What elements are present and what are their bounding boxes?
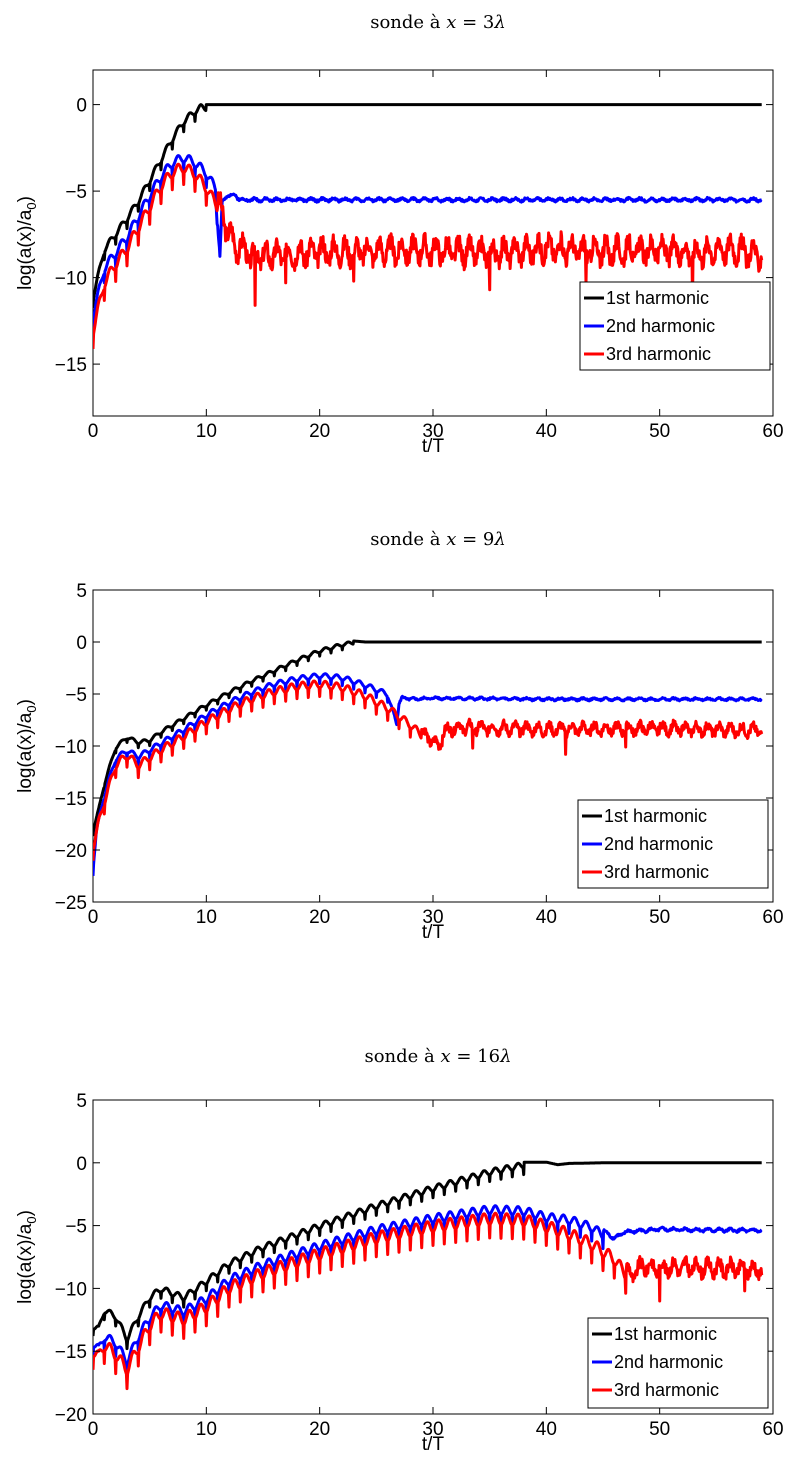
x-tick-label: 50	[649, 421, 670, 442]
legend-entry: 1st harmonic	[614, 1324, 717, 1344]
x-axis-label: t/T	[422, 1434, 445, 1455]
series-line-1st-harmonic	[93, 103, 763, 309]
x-tick-label: 50	[649, 907, 670, 928]
x-tick-label: 60	[762, 907, 783, 928]
x-tick-label: 20	[309, 907, 330, 928]
x-tick-label: 0	[88, 907, 99, 928]
y-tick-label: −10	[55, 269, 87, 290]
x-tick-label: 10	[196, 907, 217, 928]
x-tick-label: 40	[536, 421, 557, 442]
legend-box	[579, 281, 771, 371]
y-tick-label: −10	[55, 737, 87, 758]
x-tick-label: 10	[196, 1419, 217, 1440]
legend: 1st harmonic 2nd harmonic 3rd harmonic	[577, 799, 769, 889]
series-line-1st-harmonic	[93, 1160, 763, 1351]
x-tick-label: 0	[88, 1419, 99, 1440]
legend: 1st harmonic 2nd harmonic 3rd harmonic	[579, 281, 771, 371]
x-tick-label: 30	[422, 421, 443, 442]
legend-box	[577, 799, 769, 889]
y-tick-label: 0	[76, 96, 87, 117]
chart-panel-3: sonde à x = 16λ 0 10 20 30 40 50 60 −20 −15 −10 −5 0…	[15, 1046, 784, 1455]
legend-box	[587, 1317, 769, 1409]
y-tick-label: −15	[55, 355, 87, 376]
y-tick-label: −20	[55, 1405, 87, 1426]
y-tick-label: 5	[76, 1091, 87, 1112]
y-tick-label: −10	[55, 1279, 87, 1300]
chart-title: sonde à x = 3λ	[370, 12, 506, 33]
chart-panel-2: sonde à x = 9λ0 10 20 30 40 50 60−25−20−15−10−…	[15, 529, 784, 943]
x-tick-label: 60	[762, 1419, 783, 1440]
series-line-3rd-harmonic	[93, 162, 764, 349]
legend-entry: 3rd harmonic	[606, 344, 711, 364]
y-tick-label: −5	[65, 182, 87, 203]
y-tick-label: −15	[55, 1342, 87, 1363]
legend: 1st harmonic 2nd harmonic 3rd harmonic	[587, 1317, 769, 1409]
chart-panel-1: sonde à x = 3λ 0 10 20 30 40 50 60 −15 −10 −5 0 t/T l…	[15, 12, 784, 457]
x-tick-label: 10	[196, 421, 217, 442]
y-axis-label: log(a(x)/a0)	[15, 196, 39, 290]
x-tick-label: 0	[88, 421, 99, 442]
y-tick-label: −5	[65, 1217, 87, 1238]
series-line-3rd-harmonic	[93, 679, 764, 861]
legend-entry: 2nd harmonic	[606, 316, 715, 336]
chart-title: sonde à x = 9λ	[370, 529, 506, 550]
series-line-2nd-harmonic	[93, 1204, 763, 1377]
legend-entry: 1st harmonic	[604, 806, 707, 826]
y-tick-label: −25	[55, 893, 87, 914]
legend-entry: 1st harmonic	[606, 288, 709, 308]
legend-entry: 3rd harmonic	[614, 1380, 719, 1400]
x-tick-label: 40	[536, 907, 557, 928]
legend-entry: 2nd harmonic	[604, 834, 713, 854]
y-tick-label: 5	[76, 581, 87, 602]
y-tick-label: −20	[55, 841, 87, 862]
x-tick-label: 50	[649, 1419, 670, 1440]
series-line-2nd-harmonic	[93, 154, 763, 332]
y-tick-label: −5	[65, 685, 87, 706]
y-axis-label: log(a(x)/a0)	[15, 699, 39, 793]
y-tick-label: −15	[55, 789, 87, 810]
y-axis-label: log(a(x)/a0)	[15, 1210, 39, 1304]
legend-entry: 2nd harmonic	[614, 1352, 723, 1372]
x-tick-label: 20	[309, 1419, 330, 1440]
y-tick-label: 0	[76, 1154, 87, 1175]
series-line-2nd-harmonic	[93, 672, 763, 876]
legend-entry: 3rd harmonic	[604, 862, 709, 882]
chart-title: sonde à x = 16λ	[364, 1046, 511, 1067]
y-tick-label: 0	[76, 633, 87, 654]
series-line-3rd-harmonic	[93, 1211, 764, 1391]
x-tick-label: 60	[762, 421, 783, 442]
x-tick-label: 20	[309, 421, 330, 442]
series-line-1st-harmonic	[93, 639, 763, 837]
x-tick-label: 30	[422, 907, 443, 928]
x-axis-label: t/T	[422, 922, 445, 943]
x-tick-label: 30	[422, 1419, 443, 1440]
x-tick-label: 40	[536, 1419, 557, 1440]
x-axis-label: t/T	[422, 436, 445, 457]
